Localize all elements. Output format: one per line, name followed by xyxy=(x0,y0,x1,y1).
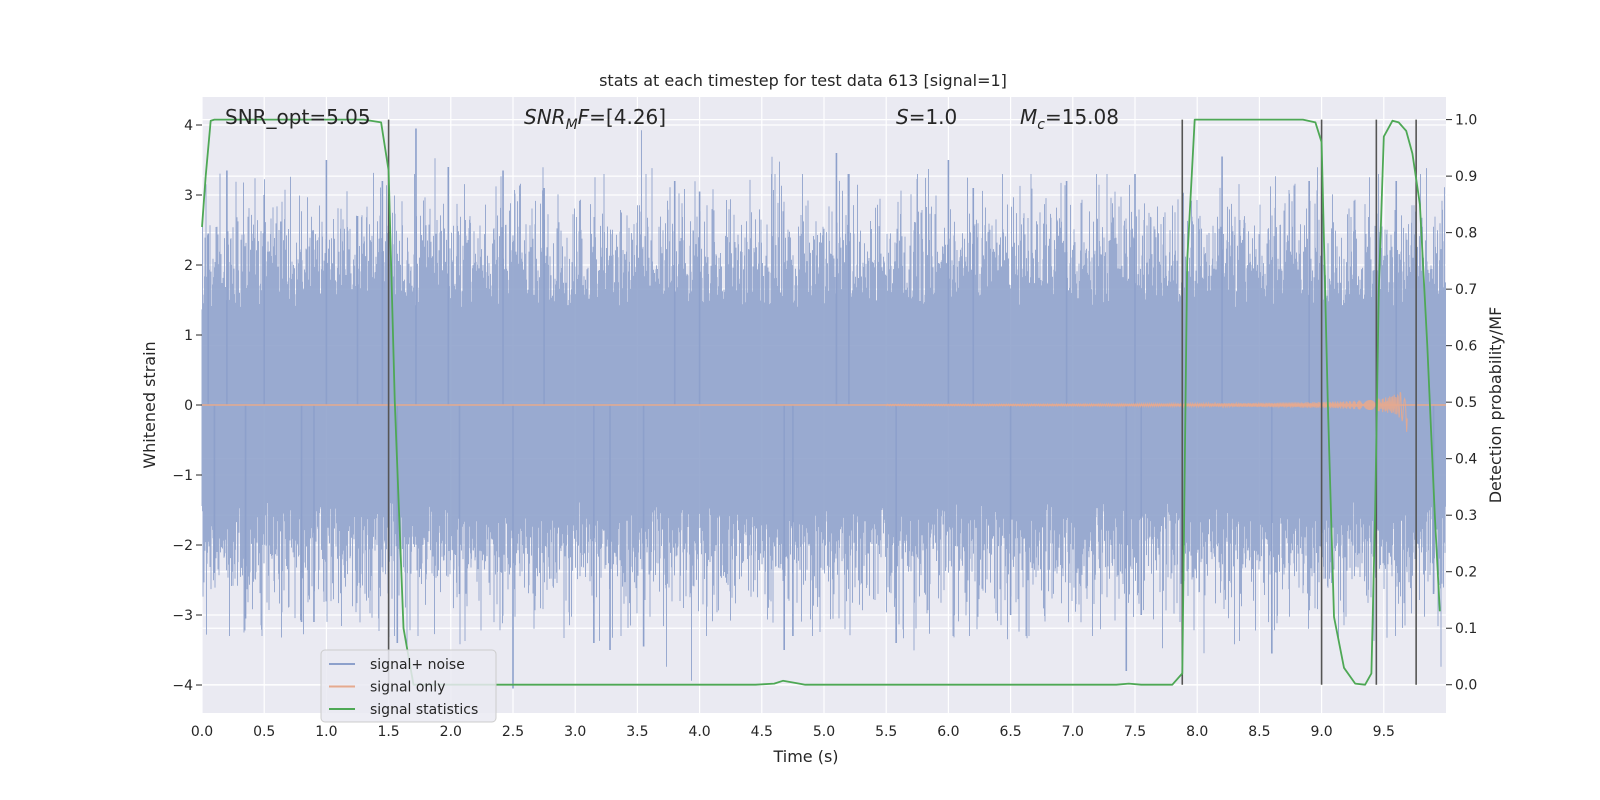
x-tick-label: 1.0 xyxy=(315,724,337,740)
x-tick-label: 4.0 xyxy=(688,724,710,740)
x-tick-label: 0.5 xyxy=(253,724,275,740)
annotation-snr-mf: SNRMF=[4.26] xyxy=(524,105,666,133)
x-tick-label: 9.5 xyxy=(1373,724,1395,740)
x-tick-label: 2.5 xyxy=(502,724,524,740)
y2-tick-label: 0.2 xyxy=(1455,565,1477,581)
y2-tick-label: 0.3 xyxy=(1455,508,1477,524)
x-tick-label: 6.0 xyxy=(937,724,959,740)
x-tick-label: 3.5 xyxy=(626,724,648,740)
x-axis-label: Time (s) xyxy=(772,747,838,766)
y-axis-right-label: Detection probability/MF xyxy=(1486,307,1505,504)
y2-tick-label: 0.9 xyxy=(1455,169,1477,185)
signal-only-series xyxy=(202,391,1446,432)
x-tick-label: 5.5 xyxy=(875,724,897,740)
y2-tick-label: 0.7 xyxy=(1455,282,1477,298)
x-tick-label: 3.0 xyxy=(564,724,586,740)
y-tick-label: 2 xyxy=(184,258,193,274)
x-axis: 0.0 0.5 1.0 1.5 2.0 2.5 3.0 3.5 4.0 4.5 5.0 5.5 6.0 6… xyxy=(191,724,1395,740)
annotation-s: S=1.0 xyxy=(896,105,957,129)
y-tick-label: −4 xyxy=(172,678,193,694)
y2-tick-label: 0.6 xyxy=(1455,339,1477,355)
y-tick-label: 4 xyxy=(184,118,193,134)
noise-band xyxy=(201,130,1446,681)
y-tick-label: 1 xyxy=(184,328,193,344)
x-tick-label: 7.5 xyxy=(1124,724,1146,740)
y2-tick-label: 0.8 xyxy=(1455,226,1477,242)
x-tick-label: 8.0 xyxy=(1186,724,1208,740)
y2-tick-label: 0.1 xyxy=(1455,621,1477,637)
x-tick-label: 6.5 xyxy=(999,724,1021,740)
mc-subscript: c xyxy=(1037,117,1045,133)
y-tick-label: −3 xyxy=(172,608,193,624)
chart-title: stats at each timestep for test data 613… xyxy=(599,71,1007,90)
snr-mf-symbol-end: F xyxy=(578,105,590,129)
x-tick-label: 4.5 xyxy=(751,724,773,740)
s-value: =1.0 xyxy=(909,105,958,129)
mc-value: =15.08 xyxy=(1045,105,1119,129)
x-tick-label: 8.5 xyxy=(1248,724,1270,740)
legend-label: signal statistics xyxy=(370,702,478,718)
annotation-mc: Mc=15.08 xyxy=(1020,105,1119,133)
signal-chirp xyxy=(885,391,1408,432)
snr-mf-symbol: SNR xyxy=(524,105,566,129)
y-axis-left: −4 −3 −2 −1 0 1 2 3 4 xyxy=(172,118,202,694)
y-tick-label: −2 xyxy=(172,538,193,554)
y-axis-label: Whitened strain xyxy=(140,341,159,468)
y-tick-label: −1 xyxy=(172,468,193,484)
legend-label: signal+ noise xyxy=(370,657,465,673)
y2-tick-label: 0.5 xyxy=(1455,395,1477,411)
x-tick-label: 9.0 xyxy=(1310,724,1332,740)
annotations: SNR_opt=5.05 SNRMF=[4.26] S=1.0 Mc=15.08 xyxy=(225,105,1119,133)
y2-tick-label: 1.0 xyxy=(1455,113,1477,129)
signal-statistics-line xyxy=(201,118,1441,686)
x-tick-label: 1.5 xyxy=(377,724,399,740)
x-tick-label: 7.0 xyxy=(1062,724,1084,740)
y2-tick-label: 0.0 xyxy=(1455,678,1477,694)
legend-box xyxy=(320,649,497,723)
x-tick-label: 0.0 xyxy=(191,724,213,740)
mc-symbol: M xyxy=(1020,105,1037,129)
x-tick-label: 5.0 xyxy=(813,724,835,740)
snr-mf-value: =[4.26] xyxy=(589,105,666,129)
y2-tick-label: 0.4 xyxy=(1455,452,1477,468)
y-axis-right: 0.0 0.1 0.2 0.3 0.4 0.5 0.6 0.7 0.8 0.9 1.0 xyxy=(1446,113,1477,694)
legend: signal+ noise signal only signal statistic… xyxy=(320,649,497,723)
snr-mf-subscript: M xyxy=(566,117,578,133)
s-symbol: S xyxy=(896,105,909,129)
y-tick-label: 0 xyxy=(184,398,193,414)
annotation-snr-opt: SNR_opt=5.05 xyxy=(225,105,371,129)
x-tick-label: 2.0 xyxy=(440,724,462,740)
signal-statistics-series xyxy=(201,118,1441,686)
y-tick-label: 3 xyxy=(184,188,193,204)
legend-label: signal only xyxy=(370,680,445,696)
